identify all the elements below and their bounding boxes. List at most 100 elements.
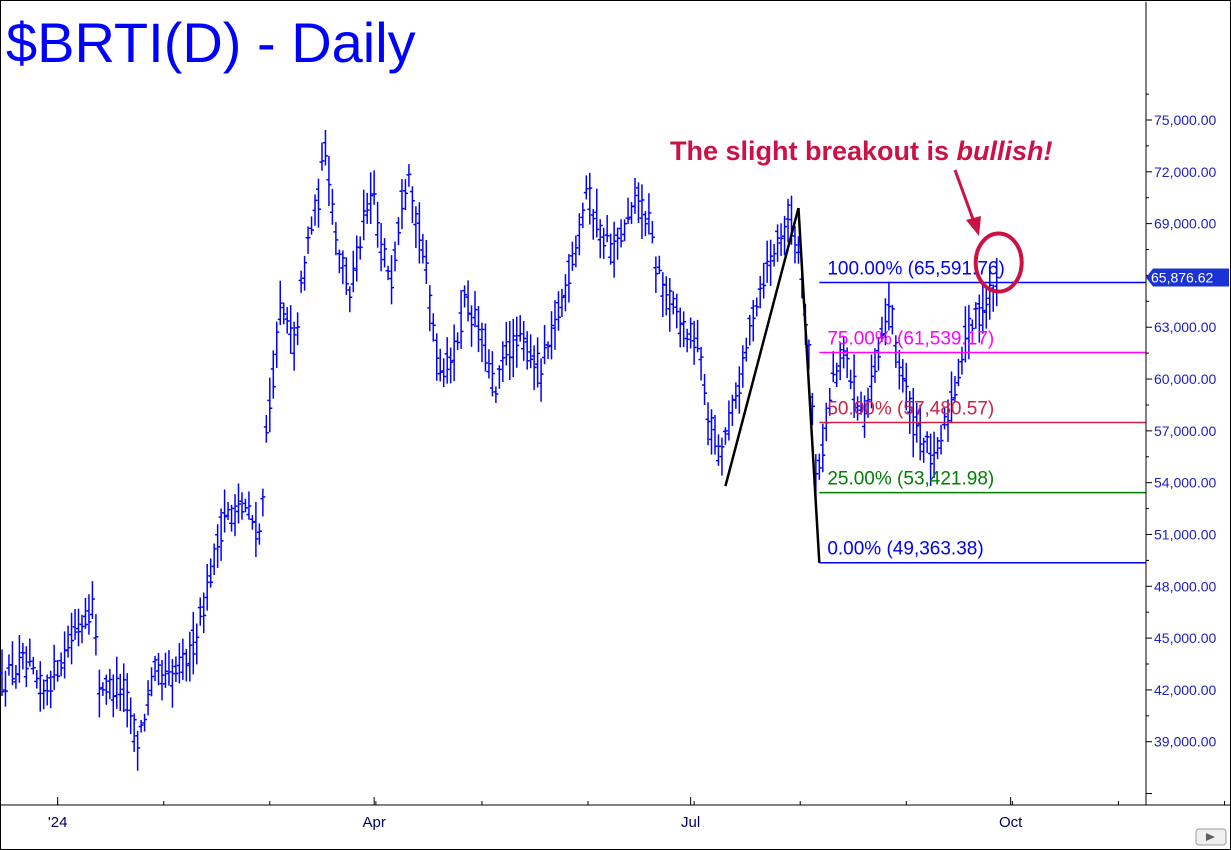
ohlc-bar [837,342,843,381]
ohlc-bar [55,660,61,682]
chevron-right-icon [1206,833,1215,841]
ohlc-bar [23,646,29,688]
y-tick-label: 60,000.00 [1154,371,1216,387]
ohlc-bar [277,280,283,326]
ohlc-bar [635,182,641,224]
ohlc-bar [983,287,989,329]
ohlc-bar [705,402,711,446]
ohlc-bar [768,239,774,286]
ohlc-bar [361,189,367,241]
ohlc-bar [945,399,951,442]
ohlc-bar [875,337,881,371]
annotation-text: The slight breakout is bullish! [670,136,1053,166]
ohlc-bar [622,219,628,242]
ohlc-bar [89,581,95,619]
ohlc-bar [653,256,659,293]
ohlc-bar [448,347,454,384]
ohlc-bar [2,670,8,707]
ohlc-bar [785,198,791,243]
y-tick-label: 72,000.00 [1154,164,1216,180]
ohlc-bar [900,359,906,393]
ohlc-bar [142,713,148,732]
ohlc-bar [208,558,214,588]
ohlc-bar [149,667,155,697]
ohlc-bar [733,382,739,409]
ohlc-bar [562,274,568,312]
ohlc-bar [458,290,464,349]
ohlc-bar [322,130,328,166]
ohlc-bar [416,202,422,264]
ohlc-bar [215,524,221,568]
ohlc-bar [343,257,349,295]
y-tick-label: 45,000.00 [1154,630,1216,646]
ohlc-bar [399,179,405,230]
ohlc-bar [552,300,558,350]
ohlc-bar [503,321,509,366]
ohlc-bar [764,240,770,283]
chart-title: $BRTI(D) - Daily [6,11,416,74]
ohlc-bar [156,652,162,686]
ohlc-bar [229,504,235,532]
y-tick-label: 75,000.00 [1154,112,1216,128]
ohlc-bar [475,306,481,353]
ohlc-bar [761,262,767,299]
ohlc-bar [96,669,102,718]
ohlc-bar [702,373,708,405]
ohlc-bar [580,202,586,229]
ohlc-bar [865,387,871,418]
ohlc-bar [382,238,388,268]
ohlc-bar [482,323,488,372]
ohlc-bar [879,316,885,342]
ohlc-bar [225,501,231,520]
ohlc-bar [420,233,426,264]
ohlc-bar [263,414,269,443]
ohlc-bar [688,317,694,349]
ohlc-bar [966,304,972,360]
ohlc-bar [145,680,151,716]
ohlc-bar [597,219,603,259]
ohlc-bar [274,321,280,368]
ohlc-bar [670,291,676,315]
ohlc-bar [862,395,868,438]
ohlc-bar [500,341,506,383]
ohlc-bar [980,285,986,334]
y-tick-label: 54,000.00 [1154,475,1216,491]
ohlc-bar [663,276,669,316]
ohlc-bar [333,222,339,256]
ohlc-bar [709,409,715,455]
ohlc-bar [9,641,15,686]
scroll-right-button[interactable] [1195,828,1227,846]
ohlc-bar [486,349,492,379]
ohlc-bar [437,348,443,382]
ohlc-bar [34,670,40,689]
ohlc-bar [528,334,534,369]
ohlc-bar [281,302,287,325]
ohlc-bar [948,371,954,424]
ohlc-bar [197,597,203,626]
ohlc-bar [114,656,120,709]
ohlc-bar [722,427,728,445]
ohlc-bar [406,164,412,187]
annotation: The slight breakout is bullish! [670,136,1053,294]
ohlc-bar [295,312,301,346]
ohlc-bar [625,197,631,225]
ohlc-bar [719,437,725,476]
ohlc-bar [955,358,961,387]
ohlc-bar [413,206,419,249]
ohlc-bar [858,391,864,415]
ohlc-bar [291,321,297,371]
ohlc-bar [935,437,941,460]
ohlc-bar [211,543,217,575]
ohlc-bar [834,362,840,388]
x-axis: '24 Apr Jul Oct [0,797,1231,831]
ohlc-bar [521,321,527,361]
ohlc-bar [152,655,158,682]
ohlc-bar [76,608,82,647]
ohlc-bar [903,362,909,411]
ohlc-bar [545,341,551,360]
ohlc-bar [423,239,429,284]
ohlc-bar [587,172,593,225]
ohlc-bar [270,350,276,399]
ohlc-bar [138,719,144,733]
ohlc-bar [462,285,468,308]
